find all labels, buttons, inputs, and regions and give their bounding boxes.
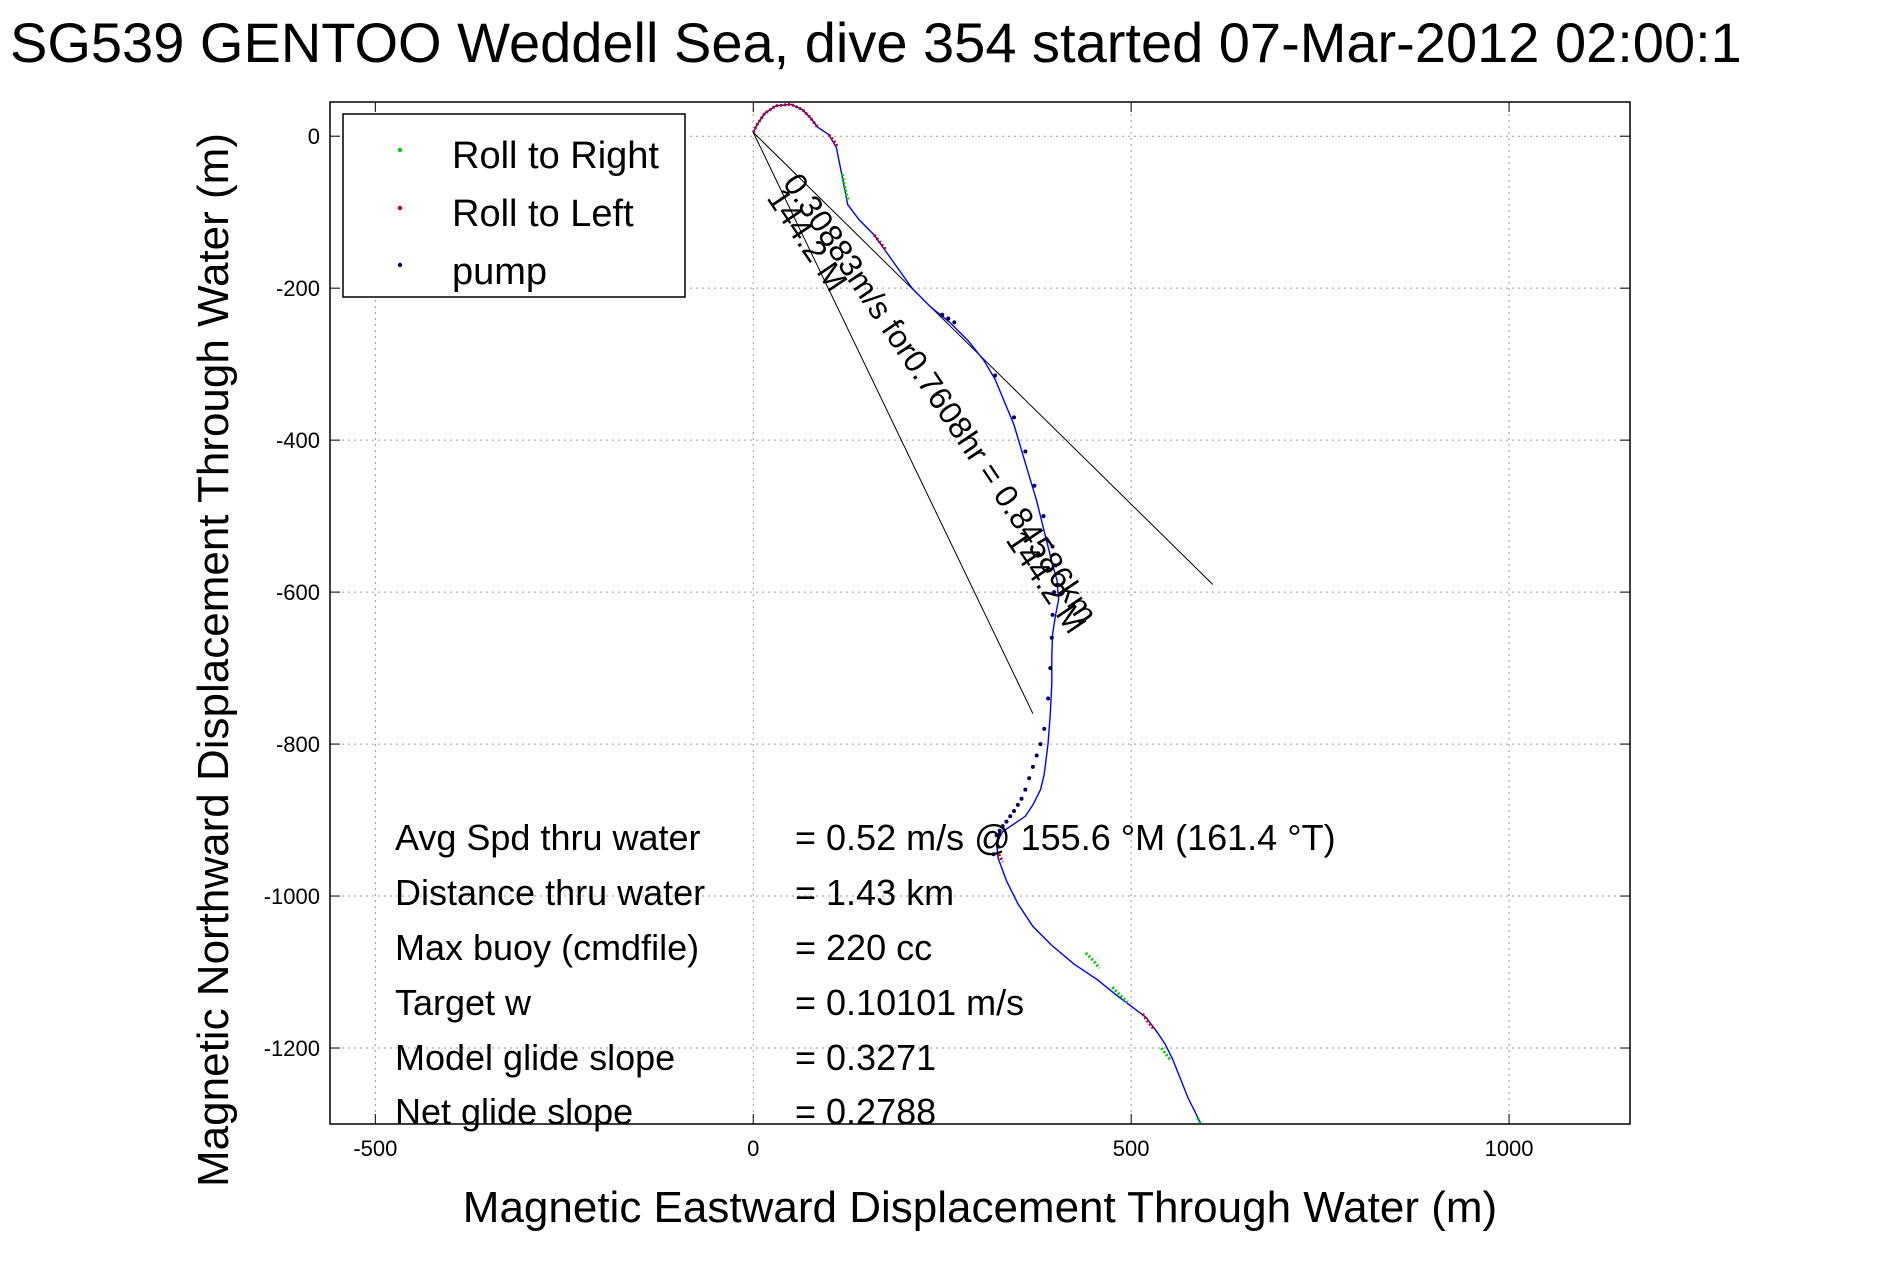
stats-value: = 0.10101 m/s [795, 982, 1024, 1023]
roll-segment [873, 234, 888, 252]
pump-point [993, 373, 998, 378]
heading-line [752, 132, 1034, 714]
legend-label-roll-left: Roll to Left [452, 193, 634, 235]
pump-point [1000, 824, 1005, 829]
pump-point [1034, 753, 1039, 758]
pump-point [940, 312, 945, 317]
pump-point [1030, 764, 1035, 769]
y-tick-label: -1000 [264, 884, 320, 909]
stats-label: Avg Spd thru water [395, 817, 701, 858]
x-axis-title: Magnetic Eastward Displacement Through W… [463, 1183, 1497, 1232]
pump-point [1019, 796, 1024, 801]
legend-marker-pump [397, 262, 403, 268]
stats-label: Net glide slope [395, 1091, 633, 1132]
pump-point [1004, 819, 1009, 824]
series-group [751, 102, 1203, 1125]
pump-point [1052, 590, 1057, 595]
pump-point [952, 320, 957, 325]
roll-segment [1196, 1117, 1203, 1125]
pump-point [994, 833, 999, 838]
pump-point [997, 828, 1002, 833]
roll-segment [827, 133, 840, 149]
legend-marker-roll-right [397, 147, 403, 153]
stats-label: Model glide slope [395, 1037, 675, 1078]
pump-point [1023, 787, 1028, 792]
pump-point [1049, 635, 1054, 640]
legend-marker-roll-left [397, 205, 403, 211]
pump-point [1038, 742, 1043, 747]
pump-point [1012, 415, 1017, 420]
roll-segment [751, 102, 819, 134]
roll-segment [1141, 1012, 1155, 1030]
stats-label: Max buoy (cmdfile) [395, 927, 699, 968]
stats-value: = 0.52 m/s @ 155.6 °M (161.4 °T) [795, 817, 1336, 858]
pump-point [1023, 449, 1028, 454]
roll-segment [1111, 986, 1129, 1004]
roll-segment [1084, 951, 1101, 970]
roll-segment [840, 173, 850, 202]
legend-label-pump: pump [452, 251, 547, 293]
pump-point [1041, 514, 1046, 519]
stats-value: = 0.3271 [795, 1037, 936, 1078]
stats-label: Target w [395, 982, 532, 1023]
y-tick-label: -1200 [264, 1036, 320, 1061]
pump-point [1032, 483, 1037, 488]
stats-value: = 220 cc [795, 927, 932, 968]
y-tick-label: -400 [276, 428, 320, 453]
pump-point [1042, 726, 1047, 731]
pump-point [996, 844, 1001, 849]
pump-point [1053, 563, 1058, 568]
y-tick-label: -800 [276, 732, 320, 757]
stats-value: = 0.2788 [795, 1091, 936, 1132]
stats-block: Avg Spd thru water = 0.52 m/s @ 155.6 °M… [395, 817, 1336, 1132]
x-tick-label: 0 [747, 1136, 759, 1161]
pump-point [1046, 696, 1051, 701]
page-title: SG539 GENTOO Weddell Sea, dive 354 start… [10, 11, 1742, 74]
y-tick-label: -600 [276, 580, 320, 605]
pump-point [1015, 802, 1020, 807]
pump-point [1048, 666, 1053, 671]
x-tick-label: -500 [353, 1136, 397, 1161]
pump-point [1050, 544, 1055, 549]
y-tick-label: -200 [276, 276, 320, 301]
track-line [752, 103, 1202, 1125]
roll-segment [997, 853, 1005, 863]
pump-point [1027, 776, 1032, 781]
roll-segment [1160, 1047, 1172, 1062]
x-tick-label: 500 [1113, 1136, 1150, 1161]
legend: Roll to Right Roll to Left pump [342, 113, 686, 298]
pump-point [1008, 814, 1013, 819]
pump-point [991, 852, 996, 857]
axis-ticks: -500 0 500 1000 0 -200 -400 -600 -800 -1000 -1200 [264, 102, 1630, 1161]
stats-label: Distance thru water [395, 872, 705, 913]
pump-point [946, 316, 951, 321]
legend-label-roll-right: Roll to Right [452, 135, 659, 177]
x-tick-label: 1000 [1485, 1136, 1534, 1161]
pump-point [1050, 612, 1055, 617]
stats-value: = 1.43 km [795, 872, 954, 913]
y-tick-label: 0 [308, 124, 320, 149]
pump-point [1012, 808, 1017, 813]
y-axis-title: Magnetic Northward Displacement Through … [189, 133, 238, 1187]
